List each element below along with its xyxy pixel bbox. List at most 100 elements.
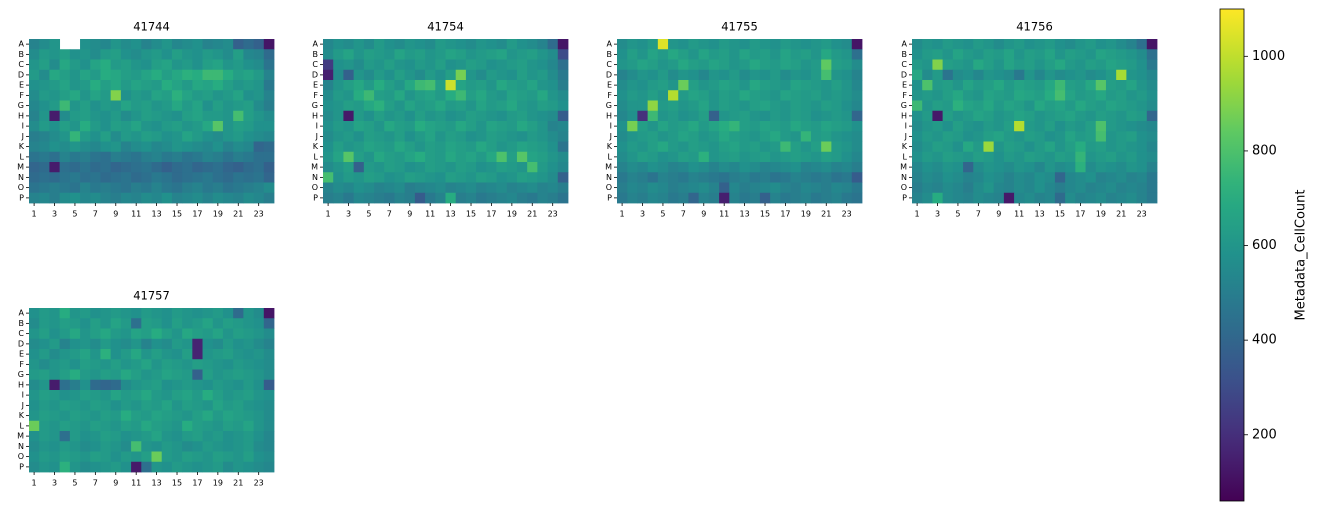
heatmap-cell [192,369,203,381]
heatmap-cell [192,110,203,122]
heatmap-cell [90,400,101,411]
heatmap-cell [161,39,173,50]
heatmap-cell [547,49,559,60]
heatmap-cell [1105,151,1117,163]
heatmap-cell [688,80,700,91]
heatmap-cell [780,151,791,163]
heatmap-cell [69,349,81,360]
y-tick-label: G [606,101,612,110]
heatmap-cell [39,369,50,381]
heatmap-cell [253,349,265,360]
heatmap-cell [983,80,995,91]
heatmap-cell [780,39,791,50]
heatmap-cell [963,151,974,163]
heatmap-cell [263,461,275,473]
heatmap-cell [912,69,923,81]
heatmap-cell [363,141,375,153]
heatmap-cell [627,49,638,60]
heatmap-cell [942,192,954,204]
heatmap-cell [90,90,101,101]
heatmap-cell [212,420,224,432]
heatmap-cell [404,192,416,204]
heatmap-cell [759,100,771,112]
heatmap-cell [719,110,730,122]
heatmap-cell [800,110,812,122]
heatmap-cell [80,461,91,473]
heatmap-cell [963,80,974,91]
heatmap-cell [363,162,375,173]
heatmap-cell [120,192,132,204]
heatmap-cell [222,461,234,473]
heatmap-cell [1034,182,1046,194]
heatmap-cell [59,192,71,204]
y-tick-label: L [314,152,319,161]
heatmap-cell [557,39,569,50]
heatmap-cell [973,39,984,50]
heatmap-cell [1126,80,1137,91]
heatmap-cell [617,131,628,142]
heatmap-cell [263,349,275,360]
heatmap-cell [759,172,771,183]
heatmap-cell [100,80,112,91]
heatmap-cell [69,420,81,432]
heatmap-cell [323,162,334,173]
heatmap-cell [1024,151,1035,163]
heatmap-cell [708,59,720,71]
heatmap-cell [110,121,122,132]
heatmap-cell [1003,172,1015,183]
x-tick-label: 7 [681,210,686,219]
heatmap-cell [141,80,152,91]
heatmap-cell [932,39,944,50]
heatmap-cell [100,390,112,401]
heatmap-cell [222,308,234,319]
heatmap-cell [384,59,395,71]
heatmap-cell [1065,151,1076,163]
y-tick-label: A [313,40,319,49]
heatmap-cell [759,121,771,132]
heatmap-cell [1095,121,1107,132]
heatmap-cell [80,441,91,452]
x-tick-label: 7 [976,210,981,219]
heatmap-cell [698,141,710,153]
heatmap-cell [952,182,964,194]
heatmap-cell [374,90,385,101]
heatmap-cell [151,162,163,173]
heatmap-cell [80,328,91,340]
heatmap-cell [404,100,416,112]
heatmap-cell [69,379,81,391]
heatmap-cell [537,192,548,204]
heatmap-cell [719,69,730,81]
heatmap-cell [627,131,638,142]
heatmap-cell [263,451,275,463]
heatmap-cell [486,151,497,163]
y-tick-label: K [902,142,908,151]
heatmap-cell [404,121,416,132]
heatmap-cell [952,141,964,153]
heatmap-cell [404,49,416,60]
heatmap-cell [821,90,832,101]
heatmap-cell [1014,110,1025,122]
heatmap-cell [557,69,569,81]
heatmap-cell [1065,90,1076,101]
heatmap-cell [678,192,689,204]
heatmap-cell [120,39,132,50]
heatmap-cell [932,172,944,183]
heatmap-cell [49,338,61,350]
heatmap-cell [435,80,446,91]
heatmap-cell [983,182,995,194]
heatmap-cell [253,431,265,442]
heatmap-cell [161,162,173,173]
heatmap-cell [404,110,416,122]
heatmap-cell [120,90,132,101]
y-tick-label: O [18,183,24,192]
heatmap-cell [1095,141,1107,153]
heatmap-cell [1105,131,1117,142]
heatmap-cell [952,162,964,173]
heatmap-cell [810,131,822,142]
heatmap-cell [993,192,1005,204]
heatmap-cell [49,410,61,422]
heatmap-cell [749,172,761,183]
heatmap-cell [496,121,508,132]
heatmap-cell [537,172,548,183]
heatmap-cell [110,349,122,360]
